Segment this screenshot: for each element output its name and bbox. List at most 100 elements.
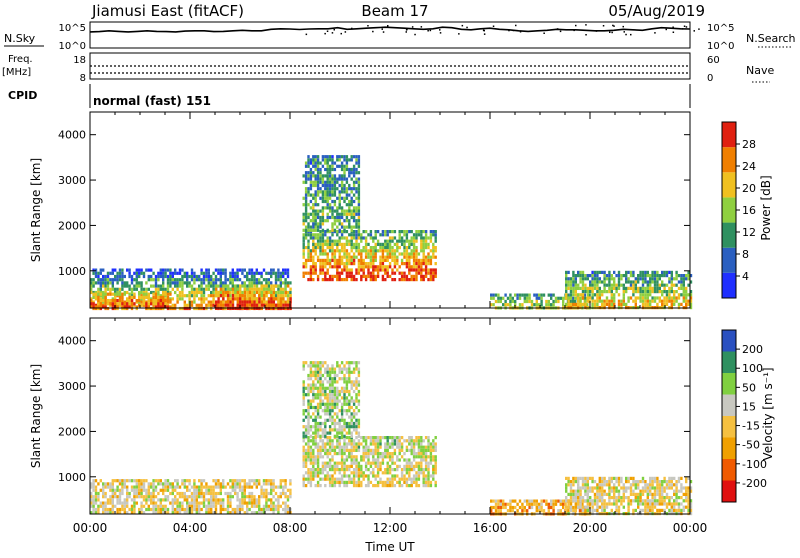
heatmap-cell bbox=[372, 278, 374, 281]
heatmap-cell bbox=[399, 252, 401, 255]
heatmap-cell bbox=[599, 477, 601, 480]
heatmap-cell bbox=[307, 252, 309, 255]
heatmap-cell bbox=[353, 275, 355, 278]
heatmap-cell bbox=[430, 449, 432, 452]
heatmap-cell bbox=[360, 249, 362, 252]
heatmap-cell bbox=[572, 496, 574, 499]
heatmap-cell bbox=[432, 458, 434, 461]
heatmap-cell bbox=[322, 384, 324, 387]
heatmap-cell bbox=[305, 197, 307, 200]
heatmap-cell bbox=[430, 233, 432, 236]
heatmap-cell bbox=[327, 174, 329, 177]
heatmap-cell bbox=[355, 436, 357, 439]
heatmap-cell bbox=[403, 262, 405, 265]
heatmap-cell bbox=[353, 439, 355, 442]
heatmap-cell bbox=[594, 274, 596, 277]
heatmap-cell bbox=[623, 490, 625, 493]
heatmap-cell bbox=[399, 478, 401, 481]
heatmap-cell bbox=[413, 452, 415, 455]
heatmap-cell bbox=[176, 285, 178, 288]
heatmap-cell bbox=[331, 419, 333, 422]
heatmap-cell bbox=[399, 452, 401, 455]
heatmap-cell bbox=[324, 449, 326, 452]
heatmap-cell bbox=[268, 288, 270, 291]
heatmap-cell bbox=[203, 288, 205, 291]
heatmap-cell bbox=[263, 297, 265, 300]
heatmap-cell bbox=[399, 446, 401, 449]
heatmap-cell bbox=[346, 361, 348, 364]
heatmap-cell bbox=[394, 243, 396, 246]
heatmap-cell bbox=[673, 277, 675, 280]
heatmap-cell bbox=[331, 206, 333, 209]
heatmap-cell bbox=[582, 499, 584, 502]
heatmap-cell bbox=[244, 492, 246, 495]
heatmap-cell bbox=[157, 285, 159, 288]
heatmap-cell bbox=[415, 439, 417, 442]
heatmap-cell bbox=[406, 462, 408, 465]
heatmap-cell bbox=[355, 380, 357, 383]
heatmap-cell bbox=[193, 275, 195, 278]
heatmap-cell bbox=[370, 265, 372, 268]
heatmap-cell bbox=[336, 416, 338, 419]
heatmap-cell bbox=[579, 280, 581, 283]
heatmap-cell bbox=[346, 162, 348, 165]
heatmap-cell bbox=[227, 297, 229, 300]
heatmap-cell bbox=[324, 393, 326, 396]
heatmap-cell bbox=[92, 278, 94, 281]
heatmap-cell bbox=[360, 436, 362, 439]
heatmap-cell bbox=[181, 278, 183, 281]
heatmap-cell bbox=[425, 474, 427, 477]
heatmap-cell bbox=[336, 240, 338, 243]
heatmap-cell bbox=[334, 252, 336, 255]
heatmap-cell bbox=[319, 216, 321, 219]
heatmap-cell bbox=[305, 178, 307, 181]
heatmap-cell bbox=[601, 293, 603, 296]
heatmap-cell bbox=[317, 190, 319, 193]
heatmap-cell bbox=[353, 194, 355, 197]
heatmap-cell bbox=[265, 291, 267, 294]
heatmap-cell bbox=[606, 506, 608, 509]
heatmap-cell bbox=[560, 503, 562, 506]
heatmap-cell bbox=[176, 301, 178, 304]
heatmap-cell bbox=[136, 281, 138, 284]
heatmap-cell bbox=[334, 484, 336, 487]
heatmap-cell bbox=[608, 499, 610, 502]
heatmap-cell bbox=[232, 278, 234, 281]
heatmap-cell bbox=[565, 486, 567, 489]
heatmap-cell bbox=[647, 296, 649, 299]
heatmap-cell bbox=[133, 502, 135, 505]
heatmap-cell bbox=[411, 478, 413, 481]
heatmap-cell bbox=[104, 482, 106, 485]
heatmap-cell bbox=[591, 296, 593, 299]
heatmap-cell bbox=[346, 213, 348, 216]
heatmap-cell bbox=[425, 449, 427, 452]
heatmap-cell bbox=[324, 409, 326, 412]
heatmap-cell bbox=[251, 294, 253, 297]
heatmap-cell bbox=[343, 442, 345, 445]
heatmap-cell bbox=[562, 303, 564, 306]
heatmap-cell bbox=[234, 297, 236, 300]
heatmap-cell bbox=[232, 275, 234, 278]
heatmap-cell bbox=[435, 233, 437, 236]
heatmap-cell bbox=[220, 291, 222, 294]
heatmap-cell bbox=[107, 278, 109, 281]
heatmap-cell bbox=[312, 233, 314, 236]
heatmap-cell bbox=[229, 495, 231, 498]
heatmap-cell bbox=[538, 297, 540, 300]
heatmap-cell bbox=[656, 290, 658, 293]
heatmap-cell bbox=[327, 184, 329, 187]
heatmap-cell bbox=[594, 287, 596, 290]
heatmap-cell bbox=[642, 300, 644, 303]
heatmap-cell bbox=[384, 240, 386, 243]
heatmap-cell bbox=[220, 498, 222, 501]
heatmap-cell bbox=[203, 505, 205, 508]
heatmap-cell bbox=[394, 249, 396, 252]
heatmap-cell bbox=[615, 506, 617, 509]
heatmap-cell bbox=[389, 436, 391, 439]
heatmap-cell bbox=[253, 482, 255, 485]
heatmap-cell bbox=[162, 285, 164, 288]
heatmap-cell bbox=[382, 268, 384, 271]
heatmap-cell bbox=[334, 162, 336, 165]
heatmap-cell bbox=[155, 278, 157, 281]
